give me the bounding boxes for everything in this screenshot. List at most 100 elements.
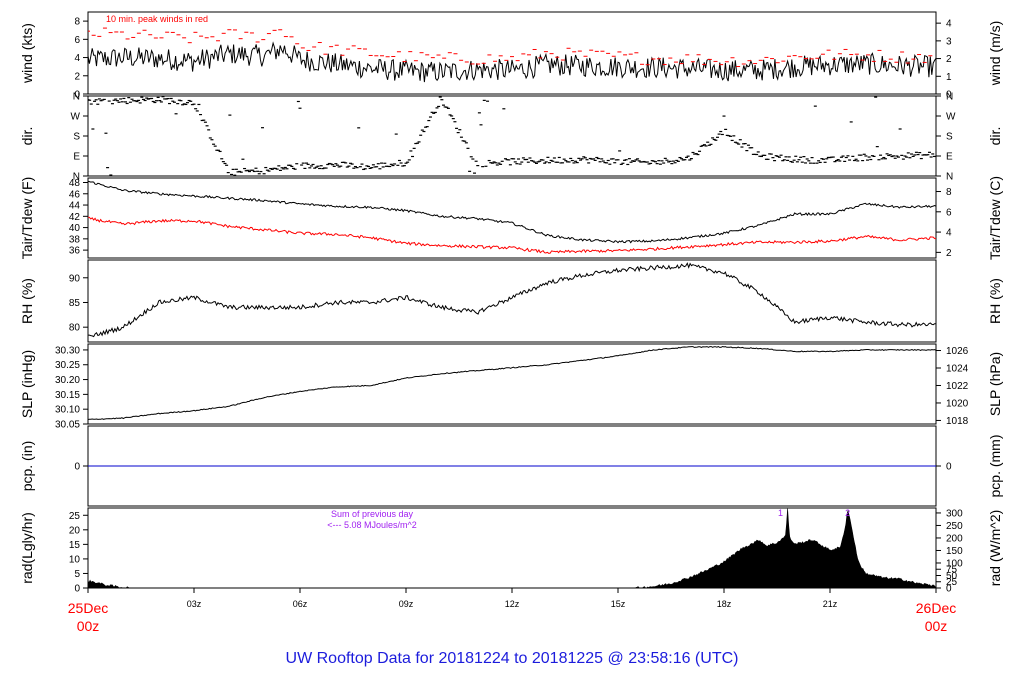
- y-tick-label: 0: [74, 90, 80, 101]
- x-axis: 03z 06z 09z 12z 15z 18z 21z 25Dec 00z 26Dec 00z: [68, 588, 956, 634]
- peak-wind-annotation: 10 min. peak winds in red: [106, 14, 208, 24]
- y-tick-label: 42: [69, 212, 81, 223]
- panel-frame: [87, 95, 937, 177]
- y-tick-right-label: N: [946, 92, 953, 103]
- y-label-right: SLP (hPa): [987, 352, 1003, 416]
- panel-wind: 0 2 4 6 8 0 1 2 3 4 wind (kts) wind (m/s) 10 min. pe…: [19, 11, 1003, 101]
- x-tick-label: 12z: [505, 599, 520, 609]
- y-label-right: Tair/Tdew (C): [987, 176, 1003, 260]
- radiation-peak-label: 1: [778, 508, 783, 518]
- plot-area: [88, 96, 936, 176]
- plot-area: [88, 180, 936, 254]
- y-tick-right-label: 8: [946, 187, 952, 198]
- y-tick-label: 4: [74, 53, 80, 64]
- y-tick-right-label: 1022: [946, 381, 969, 392]
- y-tick-label: 0: [74, 462, 80, 473]
- x-tick-label: 15z: [611, 599, 626, 609]
- y-tick-right-label: 4: [946, 19, 952, 30]
- panel-frame: [87, 177, 937, 259]
- y-tick-right-label: 3: [946, 36, 952, 47]
- y-label-right: pcp. (mm): [987, 435, 1003, 498]
- panel-frame: [87, 343, 937, 425]
- x-tick-label: 21z: [823, 599, 838, 609]
- y-label-left: pcp. (in): [19, 441, 35, 492]
- y-tick-right-label: 1018: [946, 416, 969, 427]
- y-tick-right-label: 2: [946, 248, 952, 259]
- plot-area: [88, 262, 936, 338]
- plot-area: [88, 27, 936, 83]
- radiation-annotation-line: <--- 5.08 MJoules/m^2: [327, 520, 417, 530]
- y-tick-label: 36: [69, 246, 81, 257]
- y-tick-right-label: 50: [946, 571, 958, 582]
- x-end-hour-label: 00z: [925, 618, 948, 634]
- panel-rh: 80 85 90 RH (%) RH (%): [19, 259, 1003, 343]
- y-tick-label: 30.10: [55, 405, 80, 416]
- y-tick-right-label: 6: [946, 207, 952, 218]
- panel-frame: [87, 259, 937, 343]
- y-label-left: dir.: [19, 127, 35, 146]
- plot-area: [88, 508, 936, 588]
- y-tick-label: 48: [69, 178, 81, 189]
- y-label-right: wind (m/s): [987, 21, 1003, 87]
- y-tick-label: 38: [69, 234, 81, 245]
- peak-wind-series: [88, 27, 933, 68]
- radiation-peak-label: 2: [845, 508, 850, 518]
- y-tick-label: 15: [69, 540, 81, 551]
- radiation-annotation-line: Sum of previous day: [331, 509, 414, 519]
- chart-title: UW Rooftop Data for 20181224 to 20181225…: [285, 650, 739, 667]
- y-tick-right-label: 1024: [946, 364, 969, 375]
- panel-pcp: 0 0 pcp. (in) pcp. (mm): [19, 425, 1003, 507]
- y-tick-label: 80: [69, 323, 81, 334]
- panel-frame: [87, 11, 937, 95]
- air-temp-line: [88, 180, 936, 244]
- y-tick-label: 40: [69, 223, 81, 234]
- x-tick-label: 03z: [187, 599, 202, 609]
- y-tick-label: 85: [69, 298, 81, 309]
- y-tick-right-label: 150: [946, 546, 963, 557]
- y-tick-label: 46: [69, 189, 81, 200]
- y-label-left: SLP (inHg): [19, 350, 35, 418]
- y-tick-label: E: [73, 152, 80, 163]
- y-tick-right-label: 0: [946, 584, 952, 595]
- y-tick-right-label: 25: [946, 577, 958, 588]
- y-tick-right-label: 1: [946, 72, 952, 83]
- x-start-hour-label: 00z: [77, 618, 100, 634]
- panel-slp: 30.05 30.10 30.15 30.20 30.25 30.30 1018 1020 10…: [19, 343, 1003, 431]
- y-label-right: dir.: [987, 127, 1003, 146]
- plot-area: [88, 345, 936, 420]
- y-tick-right-label: 0: [946, 462, 952, 473]
- y-label-left: wind (kts): [19, 23, 35, 84]
- y-tick-right-label: 4: [946, 228, 952, 239]
- y-tick-right-label: 0: [946, 90, 952, 101]
- y-tick-right-label: W: [946, 112, 956, 123]
- y-tick-right-label: 200: [946, 533, 963, 544]
- y-tick-right-label: N: [946, 172, 953, 183]
- y-tick-label: N: [73, 92, 80, 103]
- slp-line: [88, 345, 936, 420]
- y-tick-label: 30.30: [55, 345, 80, 356]
- y-tick-label: 90: [69, 273, 81, 284]
- y-tick-label: S: [73, 132, 80, 143]
- y-tick-label: 2: [74, 71, 80, 82]
- y-tick-label: 8: [74, 17, 80, 28]
- y-tick-label: 20: [69, 525, 81, 536]
- y-tick-label: 10: [69, 554, 81, 565]
- radiation-area: [88, 508, 936, 588]
- y-label-left: Tair/Tdew (F): [19, 177, 35, 259]
- x-tick-label: 09z: [399, 599, 414, 609]
- y-tick-right-label: 100: [946, 558, 963, 569]
- x-tick-label: 06z: [293, 599, 308, 609]
- y-label-left: RH (%): [19, 278, 35, 324]
- x-end-date-label: 26Dec: [916, 600, 956, 616]
- y-tick-label: 44: [69, 201, 81, 212]
- y-tick-right-label: 300: [946, 508, 963, 519]
- y-tick-label: 0: [74, 584, 80, 595]
- y-tick-label: 30.15: [55, 390, 80, 401]
- y-tick-label: 5: [74, 569, 80, 580]
- y-tick-label: 30.25: [55, 360, 80, 371]
- y-tick-right-label: E: [946, 152, 953, 163]
- y-label-right: RH (%): [987, 278, 1003, 324]
- y-tick-right-label: S: [946, 132, 953, 143]
